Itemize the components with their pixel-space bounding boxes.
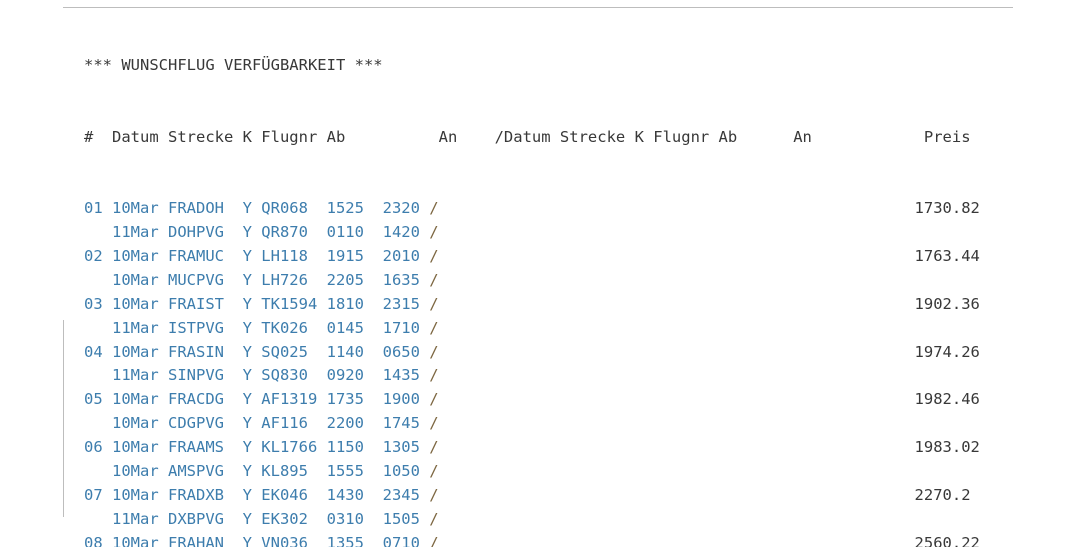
top-divider-line: [63, 7, 1013, 8]
price-value: 1902.36: [914, 294, 980, 313]
flight-line: 05 10Mar FRACDG Y AF1319 1735 1900 / 198…: [84, 388, 980, 412]
column-header-row: # Datum Strecke K Flugnr Ab An /Datum St…: [84, 127, 971, 146]
segment-fields: 01 10Mar FRADOH Y QR068 1525 2320: [84, 199, 430, 218]
segment-fields: 03 10Mar FRAIST Y TK1594 1810 2315: [84, 294, 430, 313]
flight-line: 02 10Mar FRAMUC Y LH118 1915 2010 / 1763…: [84, 245, 980, 269]
segment-separator-slash: /: [429, 414, 439, 433]
segment-separator-slash: /: [429, 199, 439, 218]
price-value: 1730.82: [914, 199, 980, 218]
flight-line: 11Mar DXBPVG Y EK302 0310 1505 /: [84, 508, 980, 532]
flight-line: 10Mar CDGPVG Y AF116 2200 1745 /: [84, 412, 980, 436]
flight-line: 11Mar ISTPVG Y TK026 0145 1710 /: [84, 317, 980, 341]
segment-fields: 10Mar AMSPVG Y KL895 1555 1050: [84, 462, 430, 481]
flight-line: 07 10Mar FRADXB Y EK046 1430 2345 / 2270…: [84, 484, 980, 508]
segment-fields: 11Mar ISTPVG Y TK026 0145 1710: [84, 318, 430, 337]
flight-line: 08 10Mar FRAHAN Y VN036 1355 0710 / 2560…: [84, 532, 980, 547]
price-value: 2560.22: [914, 533, 980, 547]
segment-fields: 06 10Mar FRAAMS Y KL1766 1150 1305: [84, 438, 430, 457]
flight-line: 10Mar MUCPVG Y LH726 2205 1635 /: [84, 269, 980, 293]
screen-title: *** WUNSCHFLUG VERFÜGBARKEIT ***: [84, 55, 383, 74]
segment-fields: 11Mar SINPVG Y SQ830 0920 1435: [84, 366, 430, 385]
segment-separator-slash: /: [429, 462, 439, 481]
terminal-output: *** WUNSCHFLUG VERFÜGBARKEIT *** # Datum…: [84, 6, 980, 547]
segment-separator-slash: /: [429, 533, 439, 547]
flight-line: 01 10Mar FRADOH Y QR068 1525 2320 / 1730…: [84, 197, 980, 221]
segment-fields: 11Mar DXBPVG Y EK302 0310 1505: [84, 509, 430, 528]
segment-separator-slash: /: [429, 485, 439, 504]
segment-fields: 07 10Mar FRADXB Y EK046 1430 2345: [84, 485, 430, 504]
segment-separator-slash: /: [429, 223, 439, 242]
price-value: 1763.44: [914, 247, 980, 265]
segment-separator-slash: /: [429, 342, 439, 361]
price-value: 1982.46: [914, 390, 980, 409]
flight-line: 06 10Mar FRAAMS Y KL1766 1150 1305 / 198…: [84, 436, 980, 460]
segment-separator-slash: /: [429, 438, 439, 457]
price-value: 2270.2: [914, 485, 971, 504]
price-value: 1974.26: [914, 342, 980, 361]
segment-fields: 08 10Mar FRAHAN Y VN036 1355 0710: [84, 533, 430, 547]
segment-fields: 04 10Mar FRASIN Y SQ025 1140 0650: [84, 342, 430, 361]
segment-separator-slash: /: [429, 390, 439, 409]
flight-line: 03 10Mar FRAIST Y TK1594 1810 2315 / 190…: [84, 293, 980, 317]
segment-separator-slash: /: [429, 366, 439, 385]
segment-fields: 02 10Mar FRAMUC Y LH118 1915 2010: [84, 247, 430, 265]
segment-separator-slash: /: [429, 318, 439, 337]
left-divider-line: [63, 320, 64, 517]
price-value: 1983.02: [914, 438, 980, 457]
segment-separator-slash: /: [429, 509, 439, 528]
flight-line: 11Mar SINPVG Y SQ830 0920 1435 /: [84, 364, 980, 388]
flight-line: 10Mar AMSPVG Y KL895 1555 1050 /: [84, 460, 980, 484]
segment-separator-slash: /: [429, 294, 439, 313]
segment-separator-slash: /: [429, 247, 439, 265]
segment-fields: 05 10Mar FRACDG Y AF1319 1735 1900: [84, 390, 430, 409]
segment-fields: 10Mar MUCPVG Y LH726 2205 1635: [84, 270, 430, 289]
segment-fields: 10Mar CDGPVG Y AF116 2200 1745: [84, 414, 430, 433]
flight-line: 11Mar DOHPVG Y QR870 0110 1420 /: [84, 221, 980, 245]
flight-line: 04 10Mar FRASIN Y SQ025 1140 0650 / 1974…: [84, 341, 980, 365]
segment-fields: 11Mar DOHPVG Y QR870 0110 1420: [84, 223, 430, 242]
segment-separator-slash: /: [429, 270, 439, 289]
flight-rows: 01 10Mar FRADOH Y QR068 1525 2320 / 1730…: [84, 197, 980, 547]
